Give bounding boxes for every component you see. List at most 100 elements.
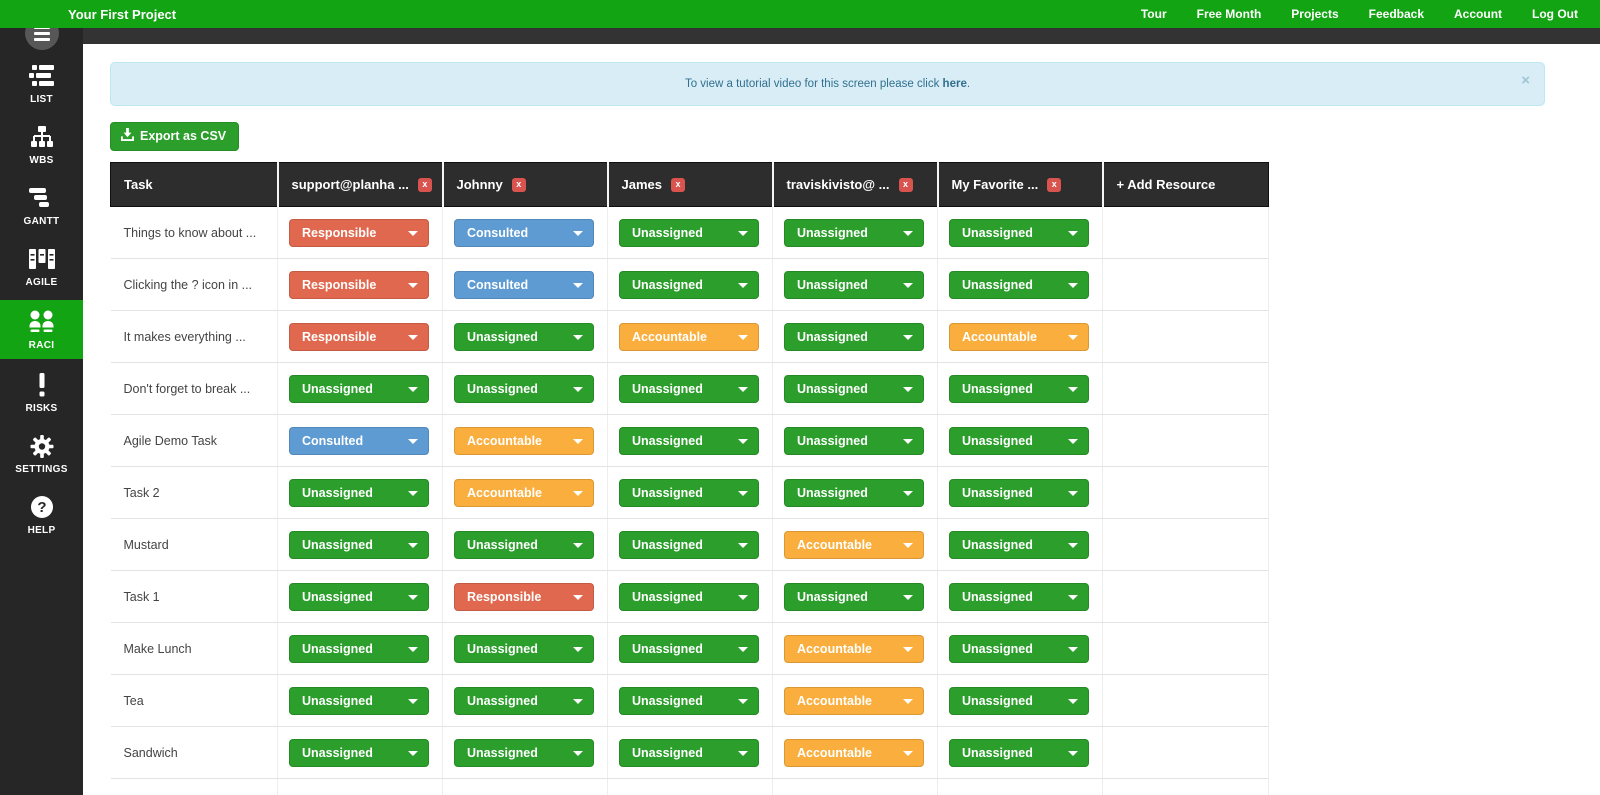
- status-dropdown-unassigned[interactable]: Unassigned: [619, 686, 759, 715]
- raci-cell: Unassigned: [772, 310, 938, 363]
- sidebar-item-gantt[interactable]: GANTT: [0, 178, 83, 233]
- banner-close-icon[interactable]: ×: [1521, 72, 1530, 89]
- sidebar-item-risks[interactable]: RISKS: [0, 365, 83, 420]
- status-label: Accountable: [467, 485, 543, 500]
- status-dropdown-unassigned[interactable]: Unassigned: [619, 374, 759, 403]
- status-dropdown-unassigned[interactable]: Unassigned: [289, 530, 429, 559]
- status-dropdown-unassigned[interactable]: Unassigned: [619, 582, 759, 611]
- sidebar-item-raci[interactable]: RACI: [0, 300, 83, 359]
- status-dropdown-unassigned[interactable]: Unassigned: [454, 738, 594, 767]
- status-dropdown-unassigned[interactable]: Unassigned: [784, 218, 924, 247]
- status-dropdown-unassigned[interactable]: Unassigned: [289, 686, 429, 715]
- status-dropdown-accountable[interactable]: Accountable: [784, 634, 924, 663]
- users-icon: [29, 309, 55, 335]
- chevron-down-icon: [573, 282, 583, 288]
- status-dropdown-consulted[interactable]: Consulted: [289, 426, 429, 455]
- status-dropdown-unassigned[interactable]: Unassigned: [289, 478, 429, 507]
- status-dropdown-consulted[interactable]: Consulted: [454, 270, 594, 299]
- banner-text: To view a tutorial video for this screen…: [685, 78, 970, 90]
- remove-resource-icon[interactable]: x: [898, 177, 913, 192]
- remove-resource-icon[interactable]: x: [511, 177, 526, 192]
- status-dropdown-accountable[interactable]: Accountable: [619, 322, 759, 351]
- chevron-down-icon: [408, 698, 418, 704]
- table-row: Task 1 Unassigned Responsible Unassigned Una…: [110, 570, 1269, 623]
- chevron-down-icon: [573, 438, 583, 444]
- topbar-link-account[interactable]: Account: [1454, 7, 1503, 21]
- status-dropdown-unassigned[interactable]: Unassigned: [949, 426, 1089, 455]
- status-dropdown-unassigned[interactable]: Unassigned: [949, 738, 1089, 767]
- sidebar-item-settings[interactable]: SETTINGS: [0, 426, 83, 481]
- table-row: Don't forget to break ... Unassigned Unass…: [110, 362, 1269, 415]
- chevron-down-icon: [1068, 386, 1078, 392]
- sidebar-item-help[interactable]: ? HELP: [0, 487, 83, 542]
- status-dropdown-accountable[interactable]: Accountable: [949, 322, 1089, 351]
- status-dropdown-unassigned[interactable]: Unassigned: [619, 634, 759, 663]
- status-dropdown-responsible[interactable]: Responsible: [289, 270, 429, 299]
- status-dropdown-consulted[interactable]: Consulted: [454, 218, 594, 247]
- status-dropdown-unassigned[interactable]: Unassigned: [289, 634, 429, 663]
- topbar-link-tour[interactable]: Tour: [1140, 7, 1167, 21]
- export-csv-button[interactable]: Export as CSV: [110, 122, 240, 151]
- status-dropdown-accountable[interactable]: Accountable: [454, 478, 594, 507]
- sidebar-item-agile[interactable]: AGILE: [0, 239, 83, 294]
- status-dropdown-responsible[interactable]: Responsible: [289, 322, 429, 351]
- empty-cell: [937, 778, 1103, 795]
- status-dropdown-unassigned[interactable]: Unassigned: [784, 374, 924, 403]
- chevron-down-icon: [408, 594, 418, 600]
- chevron-down-icon: [408, 438, 418, 444]
- status-dropdown-unassigned[interactable]: Unassigned: [454, 686, 594, 715]
- remove-resource-icon[interactable]: x: [670, 177, 685, 192]
- status-dropdown-accountable[interactable]: Accountable: [784, 530, 924, 559]
- status-label: Accountable: [632, 329, 708, 344]
- question-icon: ?: [30, 494, 54, 520]
- raci-cell: Accountable: [442, 414, 608, 467]
- status-dropdown-accountable[interactable]: Accountable: [454, 426, 594, 455]
- status-dropdown-unassigned[interactable]: Unassigned: [949, 478, 1089, 507]
- status-dropdown-unassigned[interactable]: Unassigned: [619, 738, 759, 767]
- status-dropdown-unassigned[interactable]: Unassigned: [454, 322, 594, 351]
- sidebar-item-list[interactable]: LIST: [0, 56, 83, 111]
- status-dropdown-unassigned[interactable]: Unassigned: [949, 530, 1089, 559]
- remove-resource-icon[interactable]: x: [1047, 177, 1062, 192]
- status-dropdown-unassigned[interactable]: Unassigned: [949, 582, 1089, 611]
- status-dropdown-responsible[interactable]: Responsible: [289, 218, 429, 247]
- status-dropdown-unassigned[interactable]: Unassigned: [784, 426, 924, 455]
- status-dropdown-unassigned[interactable]: Unassigned: [949, 634, 1089, 663]
- status-dropdown-accountable[interactable]: Accountable: [784, 686, 924, 715]
- status-dropdown-unassigned[interactable]: Unassigned: [949, 374, 1089, 403]
- table-row: Mustard Unassigned Unassigned Unassigned Acc…: [110, 518, 1269, 571]
- status-dropdown-unassigned[interactable]: Unassigned: [289, 374, 429, 403]
- status-dropdown-unassigned[interactable]: Unassigned: [454, 530, 594, 559]
- add-resource-button[interactable]: + Add Resource: [1101, 162, 1269, 207]
- status-dropdown-responsible[interactable]: Responsible: [454, 582, 594, 611]
- status-dropdown-unassigned[interactable]: Unassigned: [619, 426, 759, 455]
- topbar-link-free-month[interactable]: Free Month: [1196, 7, 1262, 21]
- status-dropdown-unassigned[interactable]: Unassigned: [454, 634, 594, 663]
- chevron-down-icon: [408, 750, 418, 756]
- status-dropdown-unassigned[interactable]: Unassigned: [784, 478, 924, 507]
- remove-resource-icon[interactable]: x: [417, 177, 432, 192]
- status-dropdown-unassigned[interactable]: Unassigned: [784, 270, 924, 299]
- status-dropdown-unassigned[interactable]: Unassigned: [784, 322, 924, 351]
- svg-text:?: ?: [37, 499, 46, 516]
- raci-cell: Unassigned: [277, 674, 443, 727]
- topbar-link-feedback[interactable]: Feedback: [1368, 7, 1425, 21]
- status-dropdown-unassigned[interactable]: Unassigned: [619, 478, 759, 507]
- status-dropdown-accountable[interactable]: Accountable: [784, 738, 924, 767]
- topbar-link-log-out[interactable]: Log Out: [1532, 7, 1578, 21]
- status-dropdown-unassigned[interactable]: Unassigned: [619, 270, 759, 299]
- chevron-down-icon: [1068, 750, 1078, 756]
- status-dropdown-unassigned[interactable]: Unassigned: [949, 270, 1089, 299]
- status-dropdown-unassigned[interactable]: Unassigned: [784, 582, 924, 611]
- status-dropdown-unassigned[interactable]: Unassigned: [949, 218, 1089, 247]
- tutorial-here-link[interactable]: here: [942, 78, 967, 90]
- status-dropdown-unassigned[interactable]: Unassigned: [619, 218, 759, 247]
- topbar-link-projects[interactable]: Projects: [1291, 7, 1339, 21]
- status-dropdown-unassigned[interactable]: Unassigned: [619, 530, 759, 559]
- status-dropdown-unassigned[interactable]: Unassigned: [454, 374, 594, 403]
- status-label: Unassigned: [467, 693, 538, 708]
- status-dropdown-unassigned[interactable]: Unassigned: [289, 738, 429, 767]
- sidebar-item-wbs[interactable]: WBS: [0, 117, 83, 172]
- status-dropdown-unassigned[interactable]: Unassigned: [949, 686, 1089, 715]
- status-dropdown-unassigned[interactable]: Unassigned: [289, 582, 429, 611]
